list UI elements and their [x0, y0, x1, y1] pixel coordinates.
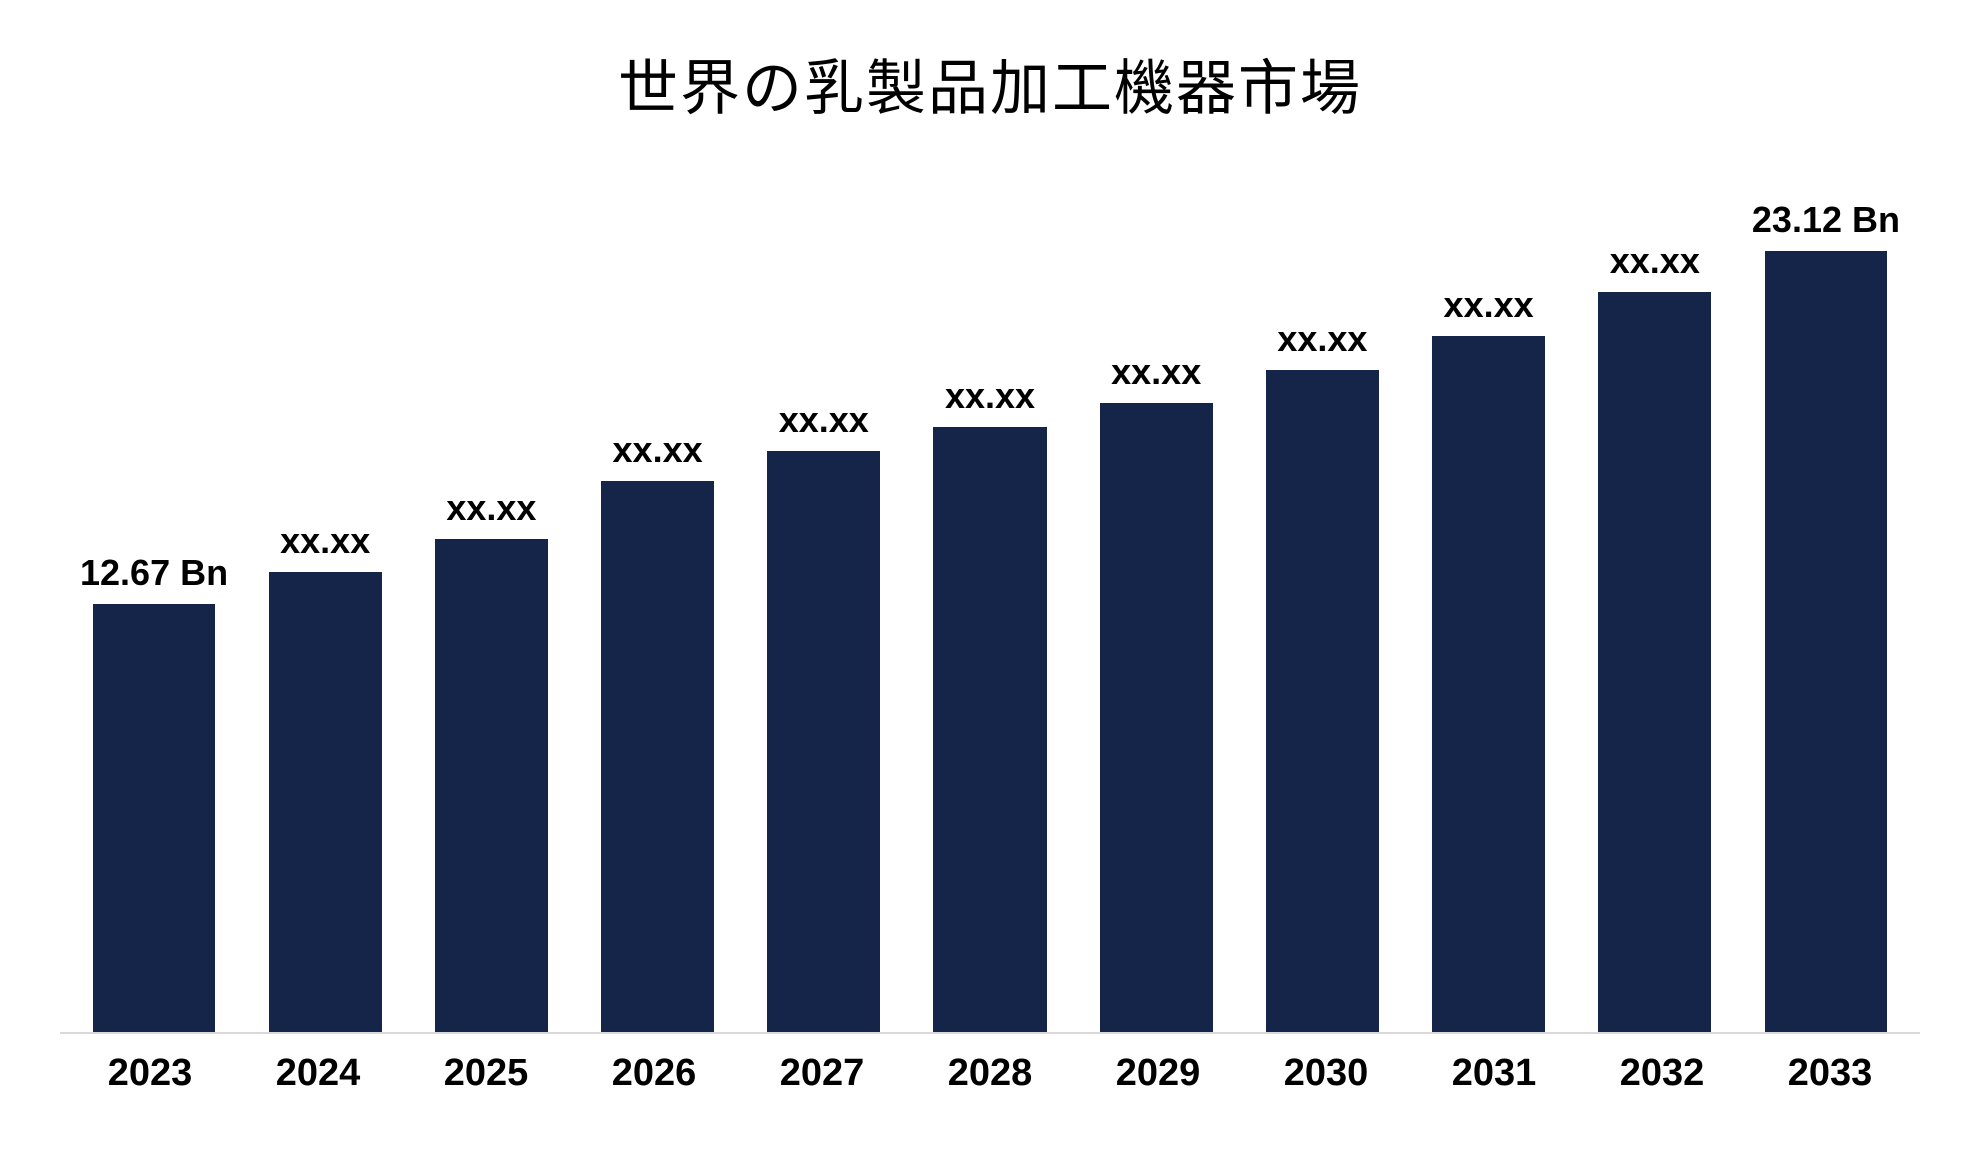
bar-value-label: xx.xx	[1111, 351, 1201, 393]
x-axis-label: 2027	[752, 1052, 892, 1095]
bar	[269, 572, 382, 1032]
x-axis-label: 2032	[1592, 1052, 1732, 1095]
bar-value-label: 12.67 Bn	[80, 552, 228, 594]
bar-column: xx.xx	[921, 187, 1059, 1032]
bar-value-label: xx.xx	[446, 487, 536, 529]
bar	[1765, 251, 1886, 1032]
x-axis-label: 2030	[1256, 1052, 1396, 1095]
bar-value-label: xx.xx	[1610, 240, 1700, 282]
bar	[1100, 403, 1213, 1032]
bar	[93, 604, 214, 1032]
x-axis-label: 2025	[416, 1052, 556, 1095]
bar-column: xx.xx	[588, 187, 726, 1032]
x-axis-label: 2033	[1760, 1052, 1900, 1095]
bar-column: 12.67 Bn	[80, 187, 228, 1032]
bar	[435, 539, 548, 1032]
x-axis-label: 2029	[1088, 1052, 1228, 1095]
bars-region: 12.67 Bn xx.xx xx.xx xx.xx xx.xx xx.xx xx.xx xx…	[60, 187, 1920, 1034]
bar	[1598, 292, 1711, 1032]
bar	[767, 451, 880, 1032]
bar	[601, 481, 714, 1032]
x-axis-label: 2031	[1424, 1052, 1564, 1095]
x-axis-label: 2024	[248, 1052, 388, 1095]
bar-value-label: xx.xx	[945, 375, 1035, 417]
bar-value-label: xx.xx	[779, 399, 869, 441]
bar-value-label: xx.xx	[613, 429, 703, 471]
bar-column: xx.xx	[256, 187, 394, 1032]
bar-column: xx.xx	[755, 187, 893, 1032]
bar	[1432, 336, 1545, 1032]
bar-value-label: 23.12 Bn	[1752, 199, 1900, 241]
bar-column: xx.xx	[1253, 187, 1391, 1032]
x-axis-label: 2028	[920, 1052, 1060, 1095]
chart-area: 12.67 Bn xx.xx xx.xx xx.xx xx.xx xx.xx xx.xx xx…	[60, 187, 1920, 1095]
x-axis-labels: 2023 2024 2025 2026 2027 2028 2029 2030 2031 2032…	[60, 1034, 1920, 1095]
bar-value-label: xx.xx	[280, 520, 370, 562]
bar-column: 23.12 Bn	[1752, 187, 1900, 1032]
bar	[933, 427, 1046, 1032]
bar	[1266, 370, 1379, 1032]
bar-column: xx.xx	[422, 187, 560, 1032]
chart-title: 世界の乳製品加工機器市場	[618, 40, 1362, 127]
bar-value-label: xx.xx	[1444, 284, 1534, 326]
bar-value-label: xx.xx	[1277, 318, 1367, 360]
x-axis-label: 2023	[80, 1052, 220, 1095]
bar-column: xx.xx	[1420, 187, 1558, 1032]
bar-column: xx.xx	[1586, 187, 1724, 1032]
x-axis-label: 2026	[584, 1052, 724, 1095]
bar-column: xx.xx	[1087, 187, 1225, 1032]
